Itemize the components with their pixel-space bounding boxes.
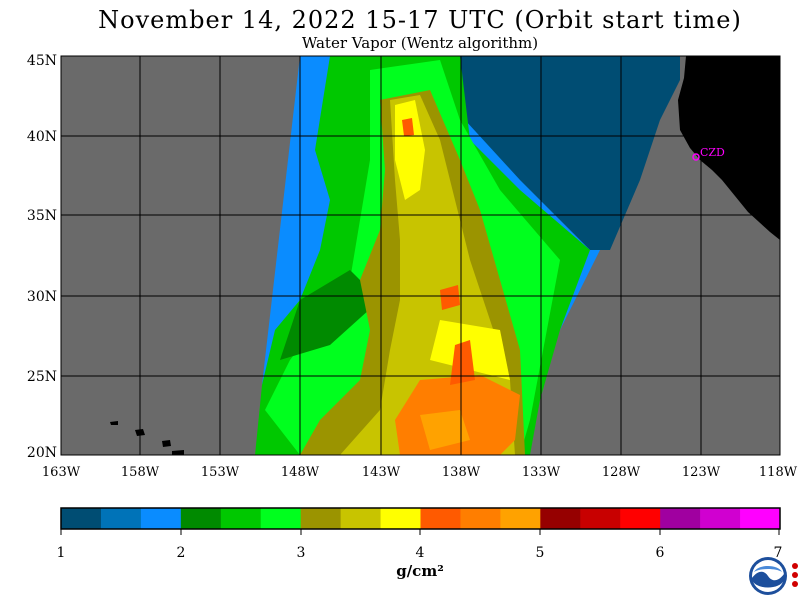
swath-dark-green-streak — [280, 270, 380, 360]
map-frame — [60, 55, 781, 456]
colorbar-swatch — [380, 508, 421, 529]
colorbar-tick-2: 2 — [177, 545, 186, 561]
noaa-logo — [749, 557, 787, 595]
colorbar-tick-7: 7 — [774, 545, 783, 561]
hawaii-island-4 — [172, 450, 184, 455]
colorbar-swatch — [580, 508, 621, 529]
lon-label-128w: 128W — [602, 465, 641, 480]
colorbar-tick-5: 5 — [536, 545, 545, 561]
swath-amber-south — [420, 410, 470, 450]
colorbar-swatch — [220, 508, 262, 529]
colorbar — [61, 508, 781, 529]
colorbar-tick-4: 4 — [416, 545, 425, 561]
lon-label-158w: 158W — [121, 465, 160, 480]
colorbar-swatch — [540, 508, 581, 529]
lat-label-35n: 35N — [27, 208, 57, 224]
colorbar-swatch — [260, 508, 302, 529]
colorbar-swatch — [340, 508, 382, 529]
lat-label-25n: 25N — [27, 369, 57, 385]
lon-label-123w: 123W — [682, 465, 721, 480]
colorbar-swatch — [740, 508, 781, 529]
colorbar-tick-6: 6 — [656, 545, 665, 561]
colorbar-tick-1: 1 — [57, 545, 66, 561]
gridlines — [61, 56, 780, 455]
colorbar-swatch — [660, 508, 701, 529]
lon-label-163w: 163W — [42, 465, 81, 480]
lon-label-153w: 153W — [201, 465, 240, 480]
colorbar-swatch — [140, 508, 182, 529]
swath-red-orange-mid — [440, 285, 460, 310]
colorbar-swatch — [460, 508, 501, 529]
swath-open-ocean-band — [455, 56, 680, 250]
page-title: November 14, 2022 15-17 UTC (Orbit start… — [98, 6, 742, 34]
colorbar-swatch — [500, 508, 541, 529]
colorbar-swatch — [100, 508, 142, 529]
lat-label-45n: 45N — [27, 53, 57, 69]
page-subtitle: Water Vapor (Wentz algorithm) — [301, 34, 539, 52]
colorbar-swatch — [61, 508, 102, 529]
swath-red-orange-spots — [450, 340, 475, 385]
north-america-land — [678, 56, 780, 240]
colorbar-unit-label: g/cm² — [396, 562, 444, 580]
lon-label-118w: 118W — [759, 465, 798, 480]
colorbar-swatch — [420, 508, 461, 529]
colorbar-swatch — [300, 508, 342, 529]
swath-red-orange-north — [402, 118, 414, 136]
lon-label-148w: 148W — [281, 465, 320, 480]
lat-label-20n: 20N — [27, 445, 57, 461]
colorbar-tick-3: 3 — [297, 545, 306, 561]
station-marker — [692, 153, 700, 161]
station-label: CZD — [700, 146, 725, 159]
colorbar-swatch — [620, 508, 661, 529]
lon-label-143w: 143W — [362, 465, 401, 480]
hawaii-island-3 — [162, 440, 171, 447]
lon-label-133w: 133W — [522, 465, 561, 480]
lon-label-138w: 138W — [442, 465, 481, 480]
psl-mark-icon — [790, 560, 800, 590]
colorbar-swatch — [180, 508, 222, 529]
colorbar-swatch — [700, 508, 741, 529]
lat-label-30n: 30N — [27, 289, 57, 305]
swath-bright-yellow — [395, 100, 425, 200]
hawaii-island-1 — [110, 421, 118, 425]
lat-label-40n: 40N — [27, 129, 57, 145]
